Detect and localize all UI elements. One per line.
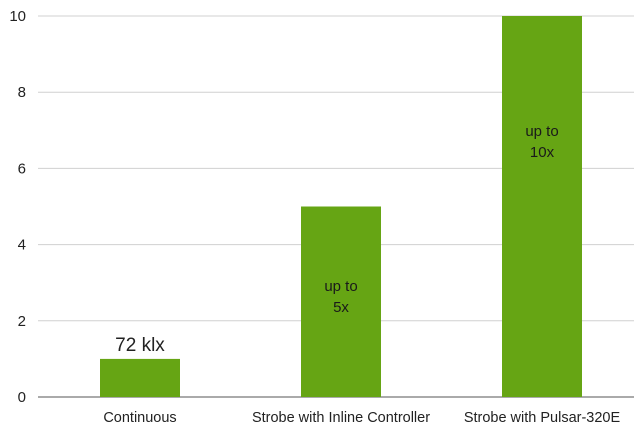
data-label: 72 klx [115,335,165,356]
x-category-label: Strobe with Pulsar-320E [464,410,621,425]
data-label: up to 10x [525,123,558,161]
bar [301,206,381,397]
y-tick-label: 2 [18,313,26,330]
y-tick-label: 4 [18,237,26,254]
x-category-label: Strobe with Inline Controller [252,410,430,425]
annotations: 72 klx up to 5x up to 10x [115,123,559,356]
data-label: up to 5x [324,278,357,316]
bar [100,358,180,397]
y-tick-label: 0 [18,389,26,406]
bars [100,16,582,397]
y-tick-label: 8 [18,84,26,101]
y-tick-label: 10 [9,8,26,25]
y-axis-ticks: 0 2 4 6 8 10 [9,8,26,406]
x-category-label: Continuous [103,410,176,425]
y-tick-label: 6 [18,160,26,177]
x-axis-category-labels: Continuous Strobe with Inline Controller S… [103,410,620,425]
bar [502,16,582,397]
